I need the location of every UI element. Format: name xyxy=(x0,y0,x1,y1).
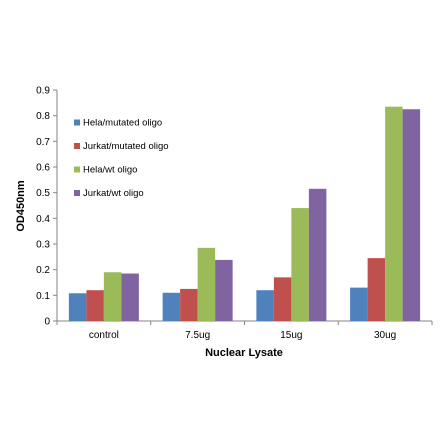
x-tick-labels: control 7.5ug 15ug 30ug xyxy=(89,330,396,341)
y-tick-labels: 0 0.1 0.2 0.3 0.4 0.5 0.6 0.7 0.8 0.9 xyxy=(36,86,50,328)
y-tick-label: 0.4 xyxy=(36,214,50,225)
bar xyxy=(350,287,368,321)
y-axis-title: OD450nm xyxy=(15,180,27,232)
legend-label: Jurkat/mutated oligo xyxy=(83,141,169,152)
bar xyxy=(291,208,309,321)
bar xyxy=(180,288,198,321)
bars xyxy=(68,106,421,321)
x-tick-label: 7.5ug xyxy=(185,330,210,341)
bar xyxy=(367,258,386,321)
legend-label: Hela/mutated oligo xyxy=(83,118,162,129)
bar xyxy=(273,277,292,321)
y-tick-label: 0.2 xyxy=(36,265,50,276)
y-tick-label: 0 xyxy=(44,317,50,328)
x-tick-label: 15ug xyxy=(280,330,302,341)
x-axis-title: Nuclear Lysate xyxy=(205,347,283,359)
bar xyxy=(103,272,122,321)
y-tick-label: 0.1 xyxy=(36,291,50,302)
y-tick-label: 0.8 xyxy=(36,111,50,122)
y-tick-label: 0.6 xyxy=(36,163,50,174)
y-tick-label: 0.3 xyxy=(36,240,50,251)
bar xyxy=(86,290,104,321)
legend-label: Jurkat/wt oligo xyxy=(83,188,144,199)
legend-swatch xyxy=(74,143,80,149)
legend-swatch xyxy=(74,119,80,126)
bar xyxy=(68,293,87,321)
bar xyxy=(308,188,327,321)
y-tick-label: 0.9 xyxy=(36,86,50,97)
x-tick-label: 30ug xyxy=(374,330,396,341)
x-tick-label: control xyxy=(89,330,119,341)
bar xyxy=(256,290,274,321)
legend: Hela/mutated oligo Jurkat/mutated oligo He… xyxy=(74,118,169,199)
legend-swatch xyxy=(74,190,80,196)
y-tick-label: 0.5 xyxy=(36,188,50,199)
y-tick-label: 0.7 xyxy=(36,137,50,148)
bar xyxy=(121,273,139,321)
bar xyxy=(215,259,233,321)
bar xyxy=(197,247,216,321)
legend-swatch xyxy=(74,166,80,173)
legend-label: Hela/wt oligo xyxy=(83,165,137,176)
bar xyxy=(402,109,421,321)
bar xyxy=(162,292,181,321)
bar xyxy=(385,106,403,321)
